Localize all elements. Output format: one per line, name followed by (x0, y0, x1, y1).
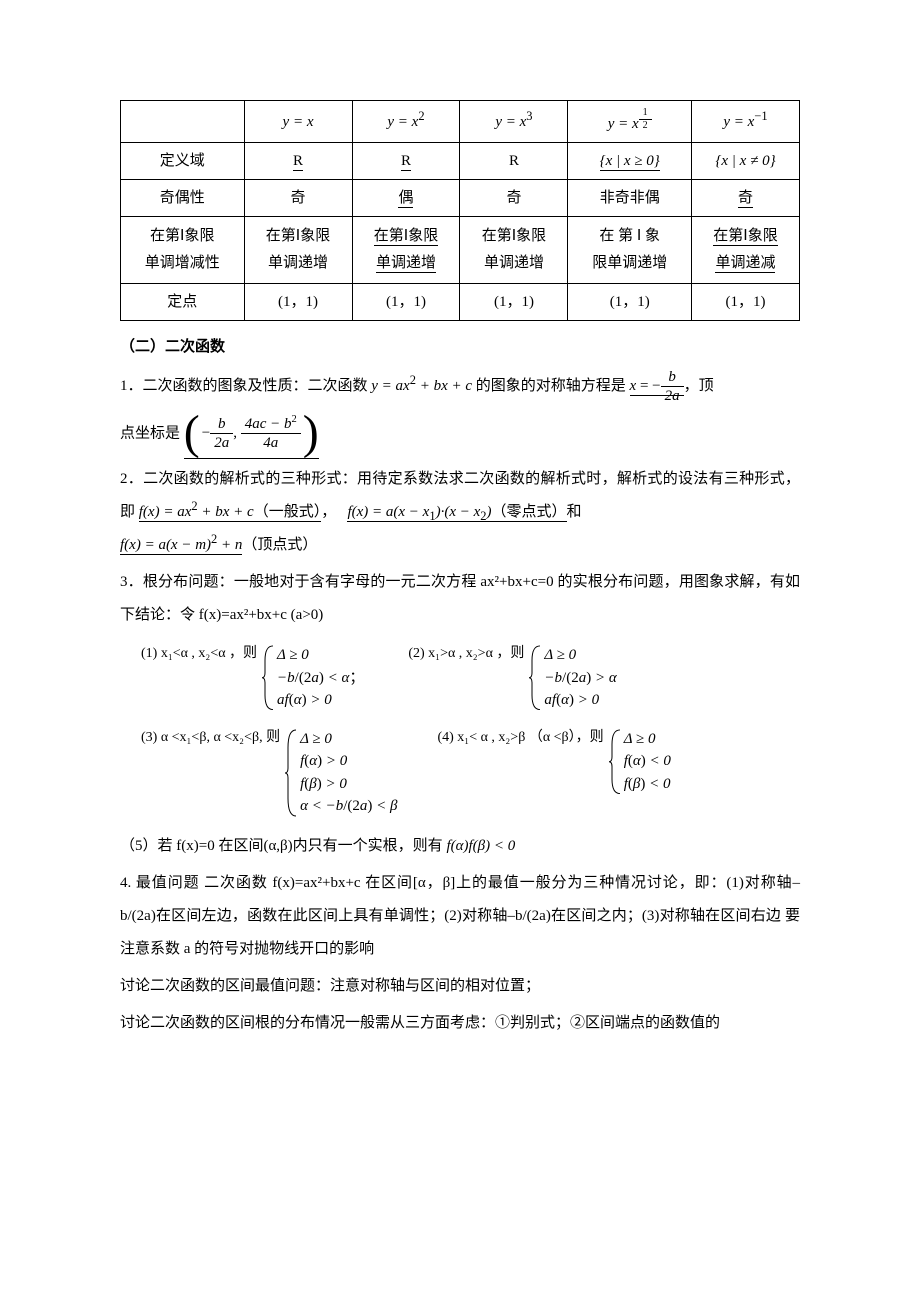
th-f4: y = x12 (568, 101, 692, 143)
section-2-title: （二）二次函数 (120, 331, 800, 364)
para-4: 4. 最值问题 二次函数 f(x)=ax²+bx+c 在区间[α，β]上的最值一… (120, 867, 800, 966)
para-3-5: （5）若 f(x)=0 在区间(α,β)内只有一个实根，则有 f(α)f(β) … (120, 830, 800, 863)
th-f2: y = x2 (352, 101, 460, 143)
row-parity-label: 奇偶性 (121, 180, 245, 217)
para-2: 2．二次函数的解析式的三种形式：用待定系数法求二次函数的解析式时，解析式的设法有… (120, 463, 800, 562)
th-f5: y = x−1 (691, 101, 799, 143)
para-1: 1．二次函数的图象及性质：二次函数 y = ax2 + bx + c 的图象的对… (120, 368, 800, 405)
case-row-34: (3) α <x₁<β, α <x₂<β, 则 Δ ≥ 0 f(α) > 0 f… (120, 724, 800, 822)
para-5: 讨论二次函数的区间最值问题：注意对称轴与区间的相对位置； (120, 970, 800, 1003)
row-domain-label: 定义域 (121, 143, 245, 180)
case-row-12: (1) x₁<α , x₂<α ，则 Δ ≥ 0 −b/(2a) < α af(… (120, 640, 800, 716)
power-function-table: y = x y = x2 y = x3 y = x12 y = x−1 定义域 … (120, 100, 800, 321)
para-3: 3．根分布问题：一般地对于含有字母的一元二次方程 ax²+bx+c=0 的实根分… (120, 566, 800, 632)
th-f1: y = x (244, 101, 352, 143)
row-mono-label: 在第Ⅰ象限单调增减性 (121, 217, 245, 284)
row-fixed-label: 定点 (121, 284, 245, 321)
th-f3: y = x3 (460, 101, 568, 143)
para-1b: 点坐标是 ( −b2a , 4ac − b24a ) (120, 409, 800, 459)
para-6: 讨论二次函数的区间根的分布情况一般需从三方面考虑：①判别式；②区间端点的函数值的 (120, 1007, 800, 1040)
th-blank (121, 101, 245, 143)
